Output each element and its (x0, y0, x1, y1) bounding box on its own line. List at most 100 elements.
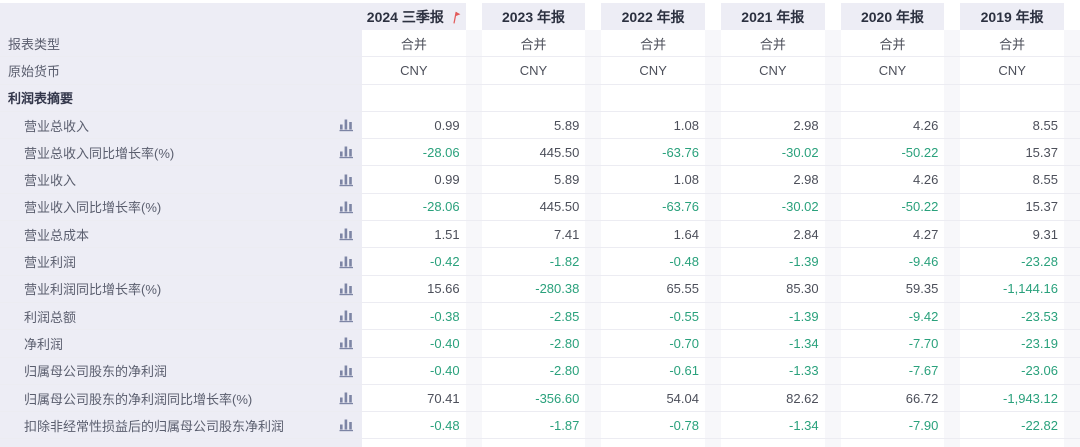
row-label-cell: 归属母公司股东的净利润同比增长率(%) (0, 384, 362, 412)
cell-value: -63.76 (662, 199, 699, 215)
bar-chart-icon[interactable] (339, 392, 354, 405)
bar-chart-icon[interactable] (339, 200, 354, 214)
cell-value: -23.28 (1021, 254, 1058, 270)
cell-value: 8.55 (1032, 172, 1058, 188)
row-label: 归属母公司股东的净利润 (24, 364, 168, 380)
data-cell: 65.55 (601, 275, 721, 302)
data-cell: -0.42 (362, 248, 482, 275)
cell-value: 1.08 (673, 172, 699, 188)
cell-value: CNY (639, 62, 667, 78)
table-row: 营业利润同比增长率(%) 15.66 -280.38 65.55 85.30 59.35… (0, 275, 1080, 303)
row-label: 原始货币 (8, 63, 61, 79)
data-cell: 5.89 (481, 111, 602, 139)
cell-value: 5.89 (554, 117, 580, 133)
cell-value: 合并 (999, 36, 1026, 52)
period-column-header-label: 2022 年报 (621, 8, 685, 25)
data-cell: -23.06 (960, 357, 1080, 384)
data-cell: -50.22 (840, 193, 961, 221)
cell-value: 1.08 (673, 117, 699, 133)
data-cell (362, 84, 482, 111)
row-label-cell: 营业收入 (0, 166, 362, 193)
cell-value: 2.98 (793, 117, 819, 133)
table-header-row: 2024 三季报 2023 年报 2022 年报 2021 年报 2020 年报 201… (0, 3, 1080, 30)
cell-value: -2.80 (549, 335, 580, 351)
row-label: 营业总成本 (24, 227, 90, 243)
cell-value: -63.76 (662, 144, 699, 160)
cell-value: 85.30 (786, 281, 819, 297)
bar-chart-icon[interactable] (339, 364, 354, 377)
data-cell: CNY (362, 57, 482, 84)
cell-value: 合并 (759, 36, 786, 52)
cell-value: -0.40 (430, 335, 460, 351)
data-cell: 4.26 (840, 166, 961, 193)
period-column-header-label: 2024 三季报 (366, 8, 444, 25)
data-cell: -63.76 (601, 139, 721, 166)
cell-value: -28.06 (422, 199, 460, 215)
data-cell: CNY (840, 57, 961, 84)
data-cell: 2.84 (720, 221, 841, 248)
data-cell: -30.02 (720, 139, 841, 166)
cell-value: -1,943.12 (1003, 390, 1058, 406)
table-row: 原始货币 CNY CNY CNY CNY CNY CNY (0, 57, 1080, 85)
data-cell: 合并 (840, 30, 961, 57)
data-cell: -2.80 (481, 357, 602, 384)
data-cell: -1.87 (481, 412, 602, 439)
top-spacer (0, 0, 1080, 3)
cell-value: -280.38 (535, 281, 580, 297)
data-cell: -0.48 (601, 248, 721, 275)
data-cell: 1.08 (601, 166, 721, 193)
bar-chart-icon[interactable] (339, 337, 354, 350)
cell-value: 445.50 (539, 144, 580, 160)
table-row: 扣除非经常性损益后的归属母公司股东净利润 -0.48 -1.87 -0.78 -1.3… (0, 412, 1080, 440)
bar-chart-icon[interactable] (339, 119, 354, 132)
cell-value: -50.22 (901, 144, 939, 160)
bar-chart-icon[interactable] (339, 310, 354, 323)
corner-header-cell (0, 3, 362, 30)
data-cell (720, 84, 841, 111)
bar-chart-icon[interactable] (339, 146, 354, 159)
data-cell: 合并 (720, 30, 841, 57)
cell-value: CNY (998, 62, 1026, 78)
bar-chart-icon[interactable] (339, 228, 354, 241)
row-label: 归属母公司股东的净利润同比增长率(%) (24, 391, 253, 407)
data-cell: 15.66 (362, 275, 482, 302)
data-cell: -1,144.16 (960, 275, 1080, 302)
bar-chart-icon[interactable] (339, 255, 354, 268)
bar-chart-icon[interactable] (339, 282, 354, 296)
table-row: 营业收入 0.99 5.89 1.08 2.98 4.26 8.55 (0, 166, 1080, 194)
row-label-cell: 营业总成本 (0, 221, 362, 248)
cell-value: 15.66 (427, 281, 460, 297)
row-label: 报表类型 (8, 36, 61, 52)
table-row: 营业总成本 1.51 7.41 1.64 2.84 4.27 9.31 (0, 221, 1080, 249)
data-cell: -0.78 (601, 412, 721, 439)
data-cell: 0.99 (362, 111, 482, 139)
data-cell: 4.26 (840, 111, 961, 139)
data-cell: -280.38 (481, 275, 602, 302)
row-label: 营业利润 (24, 255, 77, 271)
data-cell: 82.62 (720, 384, 841, 412)
cell-value: -0.70 (669, 335, 699, 351)
cell-value: 59.35 (905, 281, 939, 297)
data-cell: -1.82 (481, 248, 602, 275)
cell-value: 合并 (400, 36, 427, 52)
cell-value: 9.31 (1032, 226, 1058, 242)
bar-chart-icon[interactable] (339, 419, 354, 432)
cell-value: -2.80 (549, 363, 580, 379)
data-cell: 54.04 (601, 384, 721, 412)
data-cell: -7.67 (840, 357, 961, 384)
cell-value: 4.26 (913, 172, 939, 188)
bar-chart-icon[interactable] (339, 173, 354, 186)
cell-value: -22.82 (1021, 417, 1058, 433)
row-label-cell: 营业利润 (0, 248, 362, 275)
cell-value: 15.37 (1025, 199, 1058, 215)
data-cell: 8.55 (960, 166, 1080, 193)
data-cell: -28.06 (362, 139, 482, 166)
period-column-header-label: 2019 年报 (980, 8, 1044, 25)
partial-next-row (0, 439, 1080, 447)
data-cell (840, 439, 961, 447)
cell-value: -30.02 (781, 144, 819, 160)
cell-value: 4.27 (913, 226, 939, 242)
data-cell: -0.48 (362, 412, 482, 439)
data-cell (840, 84, 961, 111)
